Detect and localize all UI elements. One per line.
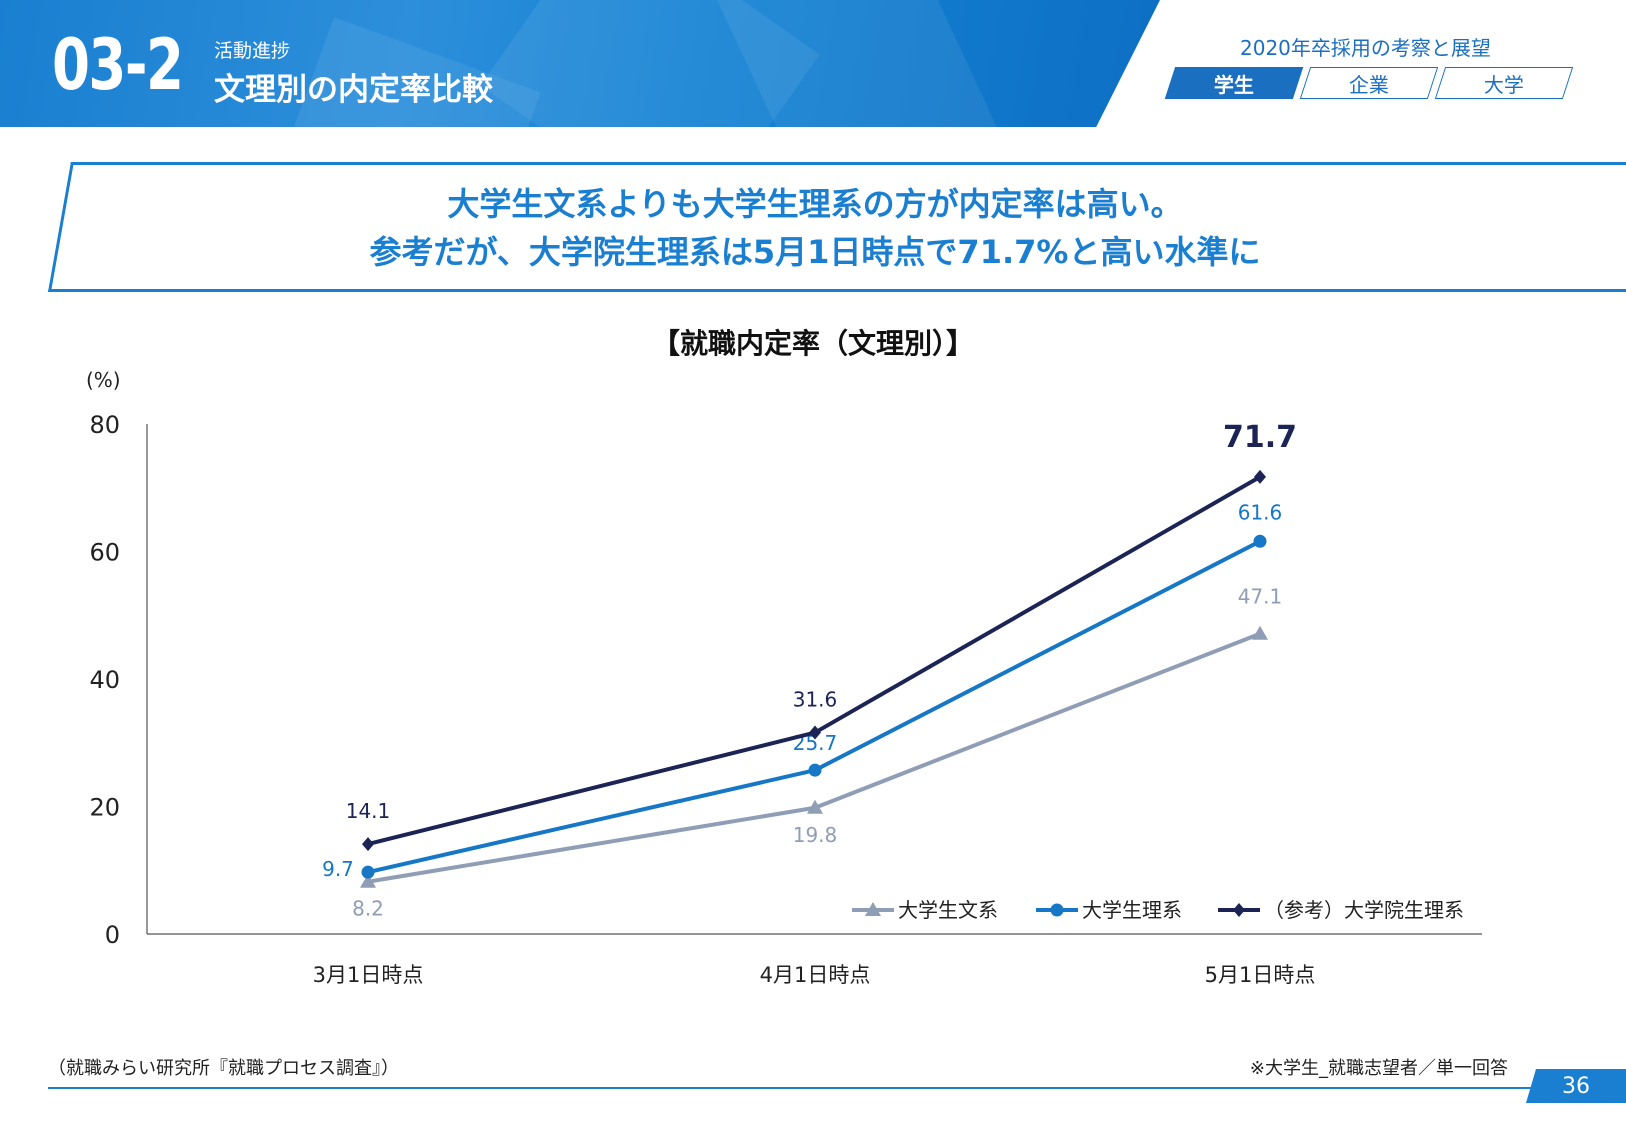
legend-marker — [1050, 903, 1064, 917]
y-tick-label: 20 — [89, 794, 120, 822]
headline-line-1: 大学生文系よりも大学生理系の方が内定率は高い。 — [447, 185, 1183, 223]
data-point — [1253, 534, 1267, 548]
data-label: 71.7 — [1223, 420, 1297, 455]
legend-label: （参考）大学院生理系 — [1264, 898, 1464, 922]
section-subtitle: 活動進捗 — [214, 40, 291, 62]
data-label: 19.8 — [793, 823, 838, 847]
page-number: 36 — [1526, 1069, 1626, 1103]
chart-title: 【就職内定率（文理別）】 — [651, 327, 974, 360]
data-label: 8.2 — [352, 897, 384, 921]
data-label: 9.7 — [322, 857, 354, 881]
data-point — [1252, 625, 1268, 640]
data-point — [361, 865, 375, 879]
y-tick-label: 40 — [89, 666, 120, 694]
report-title: 2020年卒採用の考察と展望 — [1240, 36, 1491, 60]
data-label: 14.1 — [346, 799, 391, 823]
data-point — [808, 763, 822, 777]
data-point — [807, 799, 823, 814]
data-label: 61.6 — [1238, 500, 1283, 524]
data-point — [809, 725, 821, 740]
y-tick-label: 60 — [89, 539, 120, 567]
x-tick-label: 4月1日時点 — [760, 963, 871, 987]
data-point — [1254, 469, 1266, 484]
header-band — [0, 0, 1160, 127]
data-label: 47.1 — [1238, 585, 1283, 609]
data-label: 31.6 — [793, 688, 838, 712]
data-point — [360, 873, 376, 888]
footer-divider — [48, 1087, 1578, 1089]
source-note: （就職みらい研究所『就職プロセス調査』） — [48, 1058, 399, 1079]
legend-marker — [1233, 903, 1245, 917]
y-tick-label: 0 — [105, 921, 120, 949]
x-tick-label: 5月1日時点 — [1205, 963, 1316, 987]
section-number: 03-2 — [52, 24, 184, 106]
data-point — [362, 837, 374, 852]
y-tick-label: 80 — [89, 411, 120, 439]
legend-label: 大学生理系 — [1082, 898, 1182, 922]
legend-label: 大学生文系 — [898, 898, 998, 922]
headline: 大学生文系よりも大学生理系の方が内定率は高い。 参考だが、大学院生理系は5月1日… — [60, 180, 1570, 276]
scope-note: ※大学生_就職志望者／単一回答 — [1249, 1058, 1508, 1079]
legend-marker — [865, 902, 881, 916]
series-line — [367, 475, 1261, 847]
x-tick-label: 3月1日時点 — [313, 963, 424, 987]
section-title: 文理別の内定率比較 — [214, 72, 493, 108]
headline-line-2: 参考だが、大学院生理系は5月1日時点で71.7%と高い水準に — [369, 233, 1261, 271]
y-axis-unit: (%) — [86, 368, 121, 392]
